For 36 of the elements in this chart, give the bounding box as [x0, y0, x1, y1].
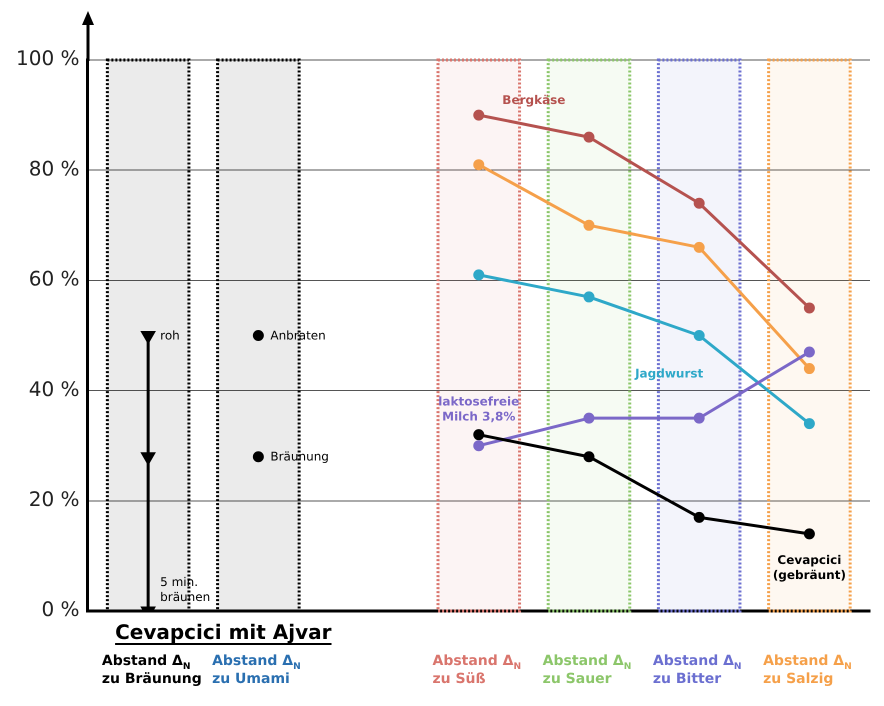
- point: [694, 412, 705, 424]
- y-tick-label: 40 %: [28, 376, 80, 401]
- point: [694, 242, 705, 253]
- text: Cevapcici (gebräunt): [772, 552, 846, 582]
- series-label: laktosefreie Milch 3,8%: [438, 394, 520, 424]
- point: [804, 302, 815, 314]
- y-tick-label: 60 %: [28, 266, 80, 291]
- point: [473, 110, 484, 121]
- point: [583, 412, 594, 424]
- point: [473, 429, 484, 440]
- point: [473, 440, 484, 452]
- point: [583, 451, 594, 462]
- point: [583, 132, 594, 143]
- point: [252, 451, 264, 462]
- point: [473, 269, 484, 280]
- point: [804, 418, 815, 430]
- point: [583, 291, 594, 302]
- point: [804, 346, 815, 358]
- series-label: Jagdwurst: [634, 366, 704, 380]
- annotation: roh: [160, 328, 180, 342]
- annotation: Bräunung: [270, 450, 329, 464]
- point: [141, 331, 155, 343]
- point: [473, 159, 484, 170]
- y-tick-label: 100 %: [16, 46, 80, 70]
- y-tick-label: 0 %: [41, 597, 80, 622]
- y-tick-label: 80 %: [28, 156, 80, 180]
- annotation: Anbraten: [270, 328, 326, 342]
- y-tick-label: 20 %: [28, 487, 80, 512]
- point: [694, 198, 705, 209]
- series-label: Bergkäse: [502, 93, 566, 108]
- point: [804, 363, 815, 374]
- point: [804, 528, 815, 540]
- point: [583, 220, 594, 231]
- point: [694, 512, 705, 523]
- point: [694, 330, 705, 341]
- x-axis-title: Cevapcici mit Ajvar: [115, 620, 332, 644]
